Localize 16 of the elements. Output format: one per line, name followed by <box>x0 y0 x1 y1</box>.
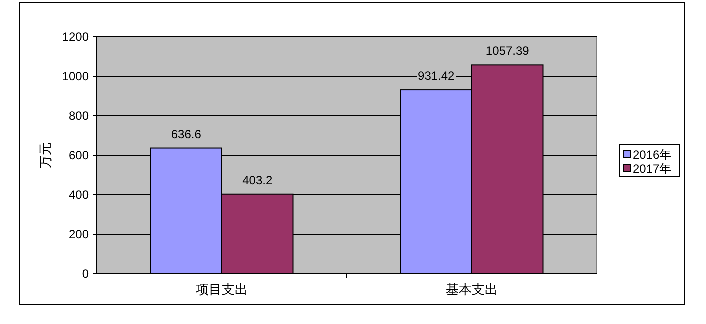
y-tick-label: 400 <box>68 188 90 202</box>
data-label: 931.42 <box>418 69 456 84</box>
y-tick-label: 1200 <box>62 30 90 44</box>
y-tick-label: 800 <box>68 109 90 123</box>
data-label: 636.6 <box>171 127 202 142</box>
x-tick-label: 基本支出 <box>446 282 498 297</box>
legend-label: 2016年 <box>633 148 672 162</box>
data-label: 1057.39 <box>486 44 530 58</box>
y-tick-label: 600 <box>68 148 90 162</box>
data-label: 403.2 <box>242 173 273 188</box>
y-axis-title: 万元 <box>38 142 53 168</box>
legend-label: 2017年 <box>633 162 672 176</box>
y-tick-label: 0 <box>82 267 90 281</box>
y-tick-label: 1000 <box>62 70 90 84</box>
x-tick-label: 项目支出 <box>196 282 248 297</box>
y-tick-label: 200 <box>68 228 90 242</box>
